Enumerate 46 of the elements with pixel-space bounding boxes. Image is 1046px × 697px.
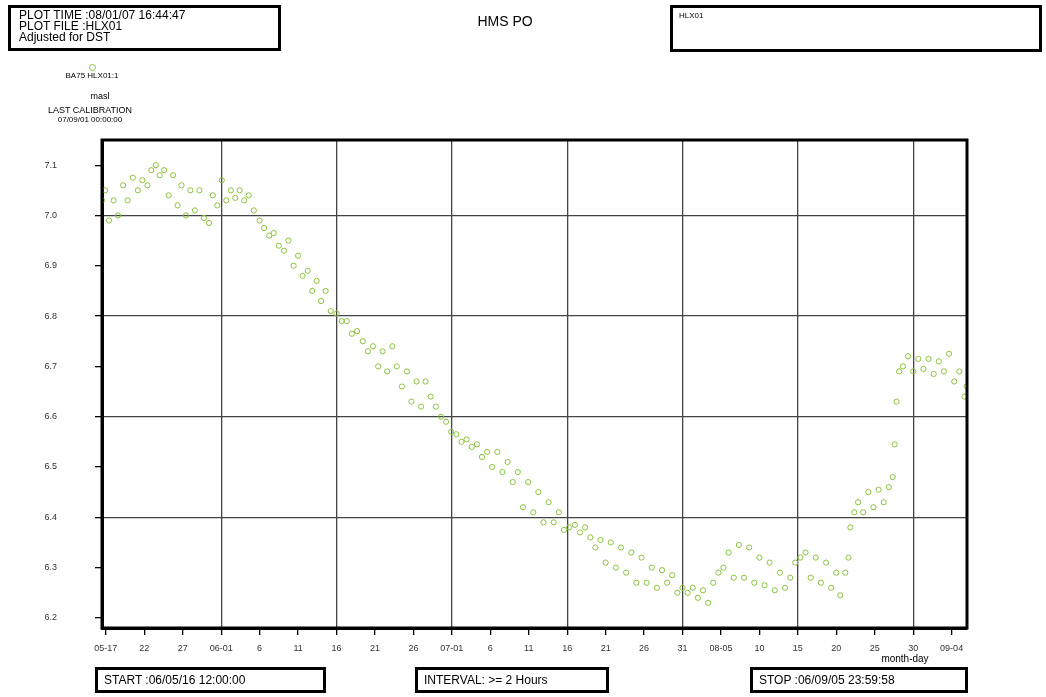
x-tick-label: 30: [908, 642, 919, 653]
text: START :06/05/16 12:00:00: [104, 673, 247, 687]
legend-label: BA75 HLX01:1: [64, 71, 120, 81]
y-tick-label: 7.1: [44, 159, 57, 170]
x-tick-label: 20: [831, 642, 842, 653]
text: STOP :06/09/05 23:59:58: [759, 673, 896, 687]
y-tick-label: 6.6: [44, 411, 57, 422]
text: 07/09/01 00:00:00: [56, 115, 124, 124]
y-tick-label: 6.9: [44, 260, 57, 271]
text: HLX01: [679, 11, 705, 20]
x-tick-label: 15: [792, 642, 803, 653]
text: PLOT FILE :HLX01: [19, 19, 124, 33]
y-tick-label: 6.3: [44, 562, 57, 573]
x-tick-label: 09-04: [940, 642, 964, 653]
y-tick-label: 6.7: [44, 360, 57, 371]
x-tick-label: 6: [257, 642, 263, 653]
x-tick-label: 07-01: [440, 642, 464, 653]
x-tick-label: 26: [639, 642, 650, 653]
x-tick-label: 16: [331, 642, 342, 653]
x-tick-label: 16: [562, 642, 573, 653]
chart-title: HMS PO: [476, 13, 534, 29]
x-tick-label: 10: [754, 642, 765, 653]
x-tick-label: 27: [177, 642, 188, 653]
x-tick-label: 11: [524, 642, 534, 653]
x-tick-label: 11: [293, 642, 303, 653]
text: PLOT TIME :08/01/07 16:44:47: [19, 8, 187, 22]
x-tick-label: 31: [677, 642, 688, 653]
y-tick-label: 6.4: [44, 511, 57, 522]
x-tick-label: 26: [408, 642, 419, 653]
text: LAST CALIBRATION: [46, 105, 134, 115]
x-axis-title: month-day: [880, 653, 930, 664]
y-tick-label: 6.8: [44, 310, 57, 321]
y-axis-title: masl: [89, 91, 111, 101]
x-tick-label: 21: [369, 642, 380, 653]
x-tick-label: 08-05: [709, 642, 733, 653]
y-tick-label: 7.0: [44, 209, 57, 220]
text: Adjusted for DST: [19, 30, 112, 44]
x-tick-label: 05-17: [94, 642, 118, 653]
y-tick-label: 6.2: [44, 612, 57, 623]
x-tick-label: 25: [869, 642, 880, 653]
x-tick-label: 21: [600, 642, 611, 653]
text: INTERVAL: >= 2 Hours: [424, 673, 549, 687]
x-tick-label: 6: [487, 642, 493, 653]
y-tick-label: 6.5: [44, 461, 57, 472]
x-tick-label: 22: [139, 642, 150, 653]
x-tick-label: 06-01: [209, 642, 233, 653]
